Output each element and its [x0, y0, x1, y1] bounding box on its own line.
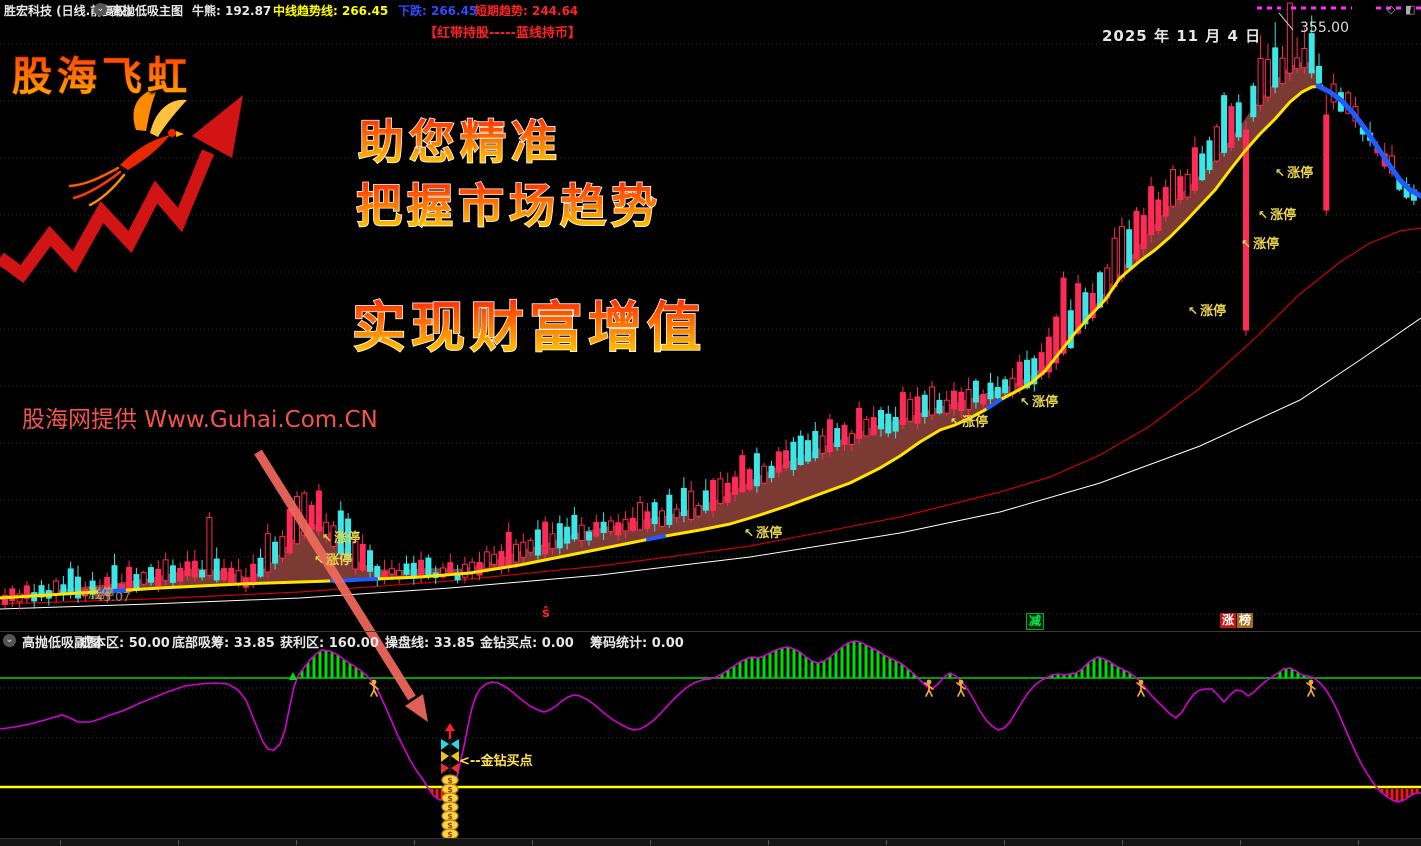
limit-up-label: ↖ 涨停: [322, 531, 361, 546]
limit-up-label: ↖ 涨停: [76, 587, 115, 602]
dancer-figure-icon: [924, 679, 934, 697]
limit-up-arrow-icon: ↖: [1241, 237, 1252, 251]
svg-text:$: $: [447, 830, 453, 839]
gold-buy-value: 金钻买点: 0.00: [480, 636, 574, 651]
decline-value: 下跌: 266.45: [398, 4, 478, 18]
limit-up-arrow-icon: ↖: [1275, 166, 1286, 180]
limit-up-arrow-icon: ↖: [1258, 208, 1269, 222]
limit-up-arrow-icon: ↖: [322, 531, 333, 545]
dancer-figure-icon: [956, 679, 966, 697]
svg-text:$: $: [447, 785, 453, 794]
gold-buy-point-label: <--金钻买点: [459, 754, 533, 769]
limit-up-label: ↖ 涨停: [1258, 208, 1297, 223]
limit-up-arrow-icon: ↖: [744, 526, 755, 540]
rise-badge[interactable]: 涨: [1220, 613, 1237, 628]
limit-up-label: ↖ 涨停: [1020, 395, 1059, 410]
watermark-url: 股海网提供 Www.Guhai.Com.CN: [22, 407, 378, 433]
rank-badge[interactable]: 榜: [1237, 613, 1254, 628]
dancer-figure-icon: [1306, 679, 1316, 697]
slogan-line-3: 实现财富增值: [352, 296, 706, 359]
bottom-absorb-value: 底部吸筹: 33.85: [172, 636, 275, 651]
limit-up-label: ↖ 涨停: [1241, 237, 1280, 252]
indicator-name: 高抛低吸主图: [111, 4, 184, 18]
collapse-sub-icon[interactable]: ⌄: [3, 634, 16, 647]
butterfly-signal-icon: [441, 739, 459, 750]
slogan-line-1: 助您精准: [358, 115, 562, 169]
svg-text:$: $: [447, 812, 453, 821]
bull-bear-value: 牛熊: 192.87: [192, 4, 272, 18]
dancer-figure-icon: [369, 679, 379, 697]
window-split-icon[interactable]: ◧: [1405, 3, 1416, 16]
svg-text:$: $: [447, 821, 453, 830]
svg-text:$: $: [447, 776, 453, 785]
limit-up-arrow-icon: ↖: [76, 587, 87, 601]
date-label: 2025 年 11 月 4 日: [1102, 27, 1262, 45]
svg-text:$: $: [447, 803, 453, 812]
panel-separator: [0, 631, 1421, 632]
limit-up-label: ↖ 涨停: [744, 526, 783, 541]
svg-text:$: $: [447, 794, 453, 803]
op-line-value: 操盘线: 33.85: [385, 636, 475, 651]
price-callout: 355.00: [1300, 20, 1349, 36]
diamond-icon[interactable]: ◇: [1387, 3, 1396, 16]
limit-up-label: ↖ 涨停: [314, 553, 353, 568]
butterfly-signal-icon: [441, 751, 459, 762]
logo-text: 股海飞虹: [12, 54, 192, 100]
low-price-label: 43.07: [96, 590, 131, 604]
phoenix-logo-image: [0, 88, 243, 284]
time-axis[interactable]: [0, 838, 1421, 846]
slogan-line-2: 把握市场趋势: [356, 179, 662, 233]
limit-up-arrow-icon: ↖: [1020, 395, 1031, 409]
dancer-figure-icon: [1136, 679, 1146, 697]
limit-up-label: ↖ 涨停: [950, 415, 989, 430]
butterfly-signal-icon: [441, 763, 459, 774]
limit-up-label: ↖ 涨停: [1188, 304, 1227, 319]
profit-zone-value: 获利区: 160.00: [280, 636, 379, 651]
limit-up-arrow-icon: ↖: [314, 553, 325, 567]
cost-zone-value: 成本区: 50.00: [80, 636, 170, 651]
mid-trend-value: 中线趋势线: 266.45: [273, 4, 389, 18]
holding-rule-banner: 【红带持股-----蓝线持币】: [424, 26, 581, 41]
annotation-arrow: [254, 449, 428, 722]
short-trend-value: 短期趋势: 244.64: [475, 4, 579, 18]
limit-up-label: ↖ 涨停: [1275, 166, 1314, 181]
collapse-main-icon[interactable]: ⌄: [94, 3, 107, 16]
limit-up-arrow-icon: ↖: [950, 415, 961, 429]
limit-up-arrow-icon: ↖: [1188, 304, 1199, 318]
chip-stat-value: 筹码统计: 0.00: [590, 636, 684, 651]
sell-signal-marker: ŝ: [542, 606, 550, 621]
reduce-badge[interactable]: 减: [1026, 613, 1045, 630]
sub-indicator-name: 高抛低吸副图: [22, 636, 101, 651]
